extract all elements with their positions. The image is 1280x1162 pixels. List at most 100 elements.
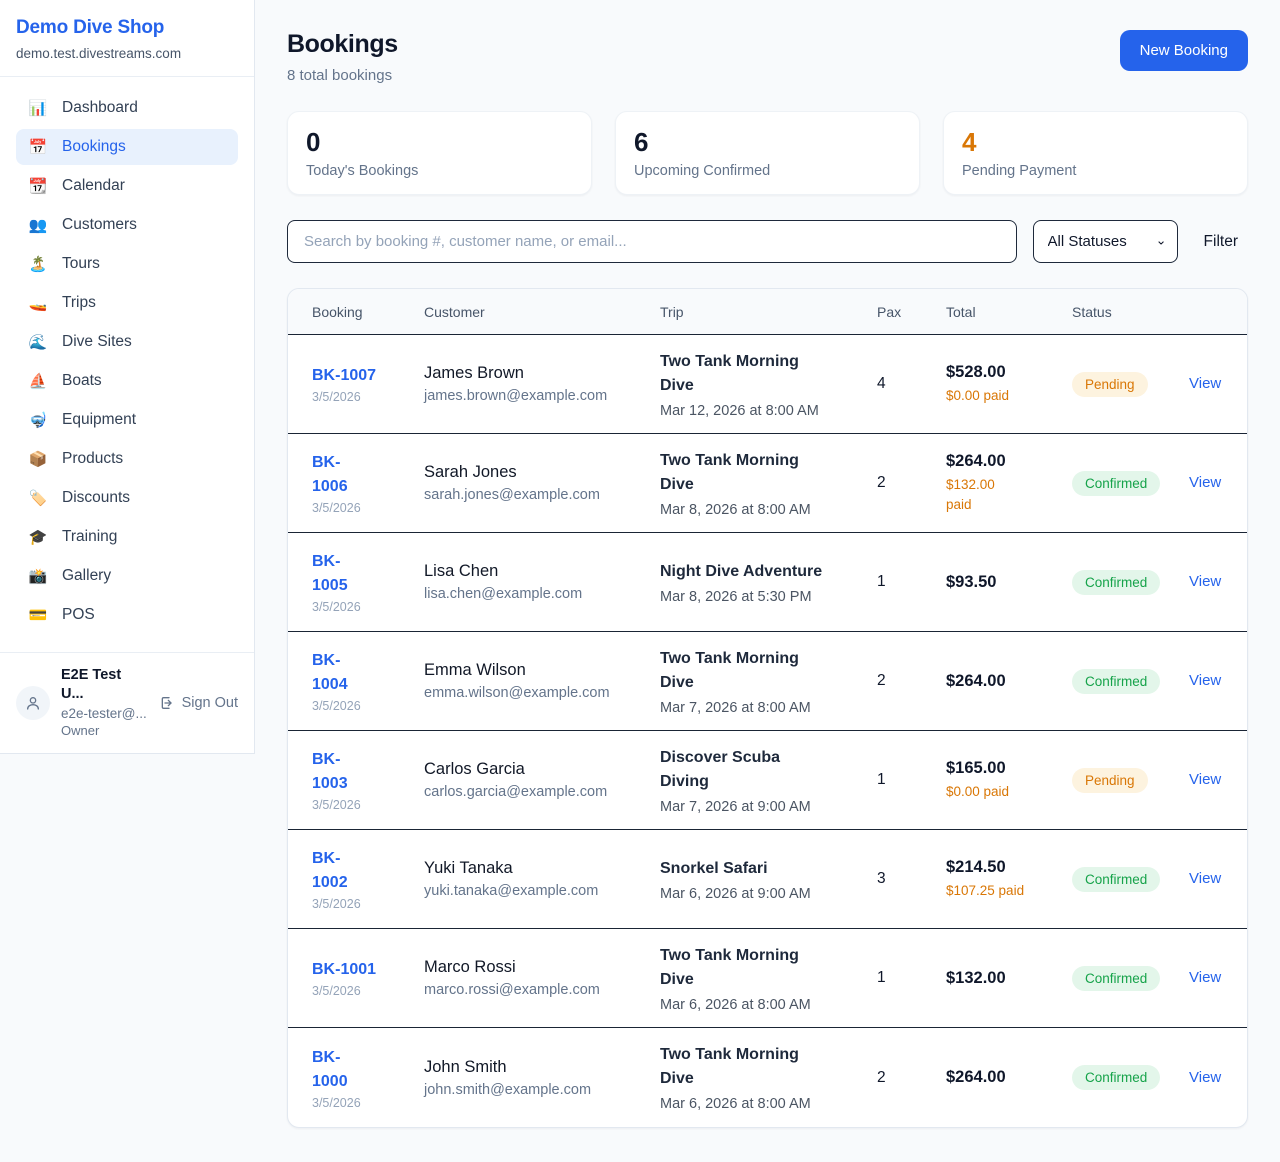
booking-cell: BK- 1006 3/5/2026 [312,451,424,515]
customer-email: marco.rossi@example.com [424,982,600,998]
status-cell: Confirmed [1072,1065,1189,1090]
view-link[interactable]: View [1189,969,1222,986]
filter-button[interactable]: Filter [1194,233,1248,251]
status-cell: Pending [1072,767,1189,793]
trip-name: Two Tank Morning Dive [660,946,799,988]
customer-name: Yuki Tanaka [424,859,513,877]
sidebar-item-bookings[interactable]: 📅 Bookings [16,129,238,165]
customer-email: emma.wilson@example.com [424,685,610,701]
booking-id-link[interactable]: BK- 1003 [312,751,348,792]
total-amount: $264.00 [946,671,1006,690]
page-header: Bookings 8 total bookings New Booking [287,30,1248,84]
table-header: Booking Customer Trip Pax Total Status [288,289,1247,335]
brand: Demo Dive Shop demo.test.divestreams.com [0,0,254,77]
total-cell: $165.00 $0.00 paid [946,759,1072,802]
sidebar-item-label: Discounts [62,489,131,506]
trip-date: Mar 8, 2026 at 8:00 AM [660,501,811,518]
stat-value: 6 [634,127,649,157]
search-input[interactable] [287,220,1017,263]
sidebar: Demo Dive Shop demo.test.divestreams.com… [0,0,255,755]
view-link[interactable]: View [1189,375,1222,392]
trip-cell: Two Tank Morning Dive Mar 12, 2026 at 8:… [660,350,877,419]
trip-date: Mar 6, 2026 at 9:00 AM [660,885,811,902]
trip-date: Mar 6, 2026 at 8:00 AM [660,996,811,1013]
sidebar-item-tours[interactable]: 🏝️ Tours [16,246,238,282]
pax-cell: 3 [877,870,886,887]
view-link[interactable]: View [1189,771,1222,788]
view-link[interactable]: View [1189,672,1222,689]
paid-amount: $0.00 paid [946,387,1010,403]
view-link[interactable]: View [1189,870,1222,887]
sidebar-item-dive-sites[interactable]: 🌊 Dive Sites [16,324,238,360]
page-heading-group: Bookings 8 total bookings [287,30,398,84]
sidebar-item-pos[interactable]: 💳 POS [16,597,238,633]
sidebar-item-training[interactable]: 🎓 Training [16,519,238,555]
user-email: e2e-tester@... [61,705,147,721]
total-cell: $264.00 [946,1068,1072,1087]
sidebar-item-trips[interactable]: 🚤 Trips [16,285,238,321]
customer-cell: Emma Wilson emma.wilson@example.com [424,661,660,701]
column-header-booking: Booking [312,303,363,320]
trip-name: Discover Scuba Diving [660,748,781,790]
sign-out-button[interactable]: Sign Out [159,695,238,711]
stat-value: 4 [962,127,977,157]
booking-id-link[interactable]: BK- 1000 [312,1048,348,1090]
sidebar-item-products[interactable]: 📦 Products [16,441,238,477]
sidebar-item-label: Gallery [62,567,112,584]
new-booking-button[interactable]: New Booking [1119,30,1248,71]
speedboat-icon: 🚤 [28,294,48,312]
status-badge: Confirmed [1072,866,1161,892]
actions-cell: View [1189,1069,1223,1087]
sidebar-item-equipment[interactable]: 🤿 Equipment [16,402,238,438]
customer-email: yuki.tanaka@example.com [424,883,599,899]
stat-card-todays-bookings: 0 Today's Bookings [287,111,592,195]
sidebar-item-customers[interactable]: 👥 Customers [16,207,238,243]
booking-cell: BK- 1003 3/5/2026 [312,748,424,812]
booking-id-link[interactable]: BK- 1006 [312,454,348,495]
trip-date: Mar 7, 2026 at 9:00 AM [660,798,811,815]
sidebar-item-gallery[interactable]: 📸 Gallery [16,558,238,594]
sidebar-item-label: Tours [62,255,100,272]
status-select[interactable]: All Statuses [1032,220,1178,263]
trip-date: Mar 8, 2026 at 5:30 PM [660,588,812,605]
total-amount: $264.00 [946,1068,1006,1086]
trip-date: Mar 12, 2026 at 8:00 AM [660,402,819,419]
graduation-cap-icon: 🎓 [28,528,48,546]
total-amount: $165.00 [946,758,1006,777]
booking-id-link[interactable]: BK- 1005 [312,553,348,594]
sidebar-item-dashboard[interactable]: 📊 Dashboard [16,90,238,126]
table-row: BK- 1005 3/5/2026 Lisa Chen lisa.chen@ex… [288,533,1247,632]
booking-id-link[interactable]: BK- 1004 [312,652,348,693]
booking-date: 3/5/2026 [312,699,361,713]
booking-cell: BK- 1005 3/5/2026 [312,550,424,614]
stat-card-upcoming-confirmed: 6 Upcoming Confirmed [615,111,920,195]
view-link[interactable]: View [1189,1068,1222,1086]
view-link[interactable]: View [1189,573,1222,590]
trip-cell: Two Tank Morning Dive Mar 7, 2026 at 8:0… [660,647,877,716]
island-icon: 🏝️ [28,255,48,273]
pax-cell: 1 [877,969,886,986]
booking-cell: BK- 1002 3/5/2026 [312,847,424,911]
sidebar-item-label: Boats [62,372,102,389]
total-cell: $214.50 $107.25 paid [946,858,1072,901]
booking-id-link[interactable]: BK- 1002 [312,850,348,891]
sidebar-item-calendar[interactable]: 📆 Calendar [16,168,238,204]
view-link[interactable]: View [1189,474,1222,491]
trip-cell: Two Tank Morning Dive Mar 8, 2026 at 8:0… [660,449,877,518]
status-cell: Confirmed [1072,668,1189,694]
trip-cell: Two Tank Morning Dive Mar 6, 2026 at 8:0… [660,1043,877,1112]
sailboat-icon: ⛵ [28,372,48,390]
booking-id-link[interactable]: BK-1007 [312,367,377,384]
booking-date: 3/5/2026 [312,798,361,812]
booking-cell: BK- 1000 3/5/2026 [312,1046,424,1110]
column-header-total: Total [946,303,976,320]
sidebar-item-boats[interactable]: ⛵ Boats [16,363,238,399]
status-cell: Confirmed [1072,965,1189,991]
booking-date: 3/5/2026 [312,1095,361,1110]
customer-name: James Brown [424,364,524,382]
sidebar-nav: 📊 Dashboard 📅 Bookings 📆 Calendar 👥 Cust… [0,77,254,646]
sidebar-item-discounts[interactable]: 🏷️ Discounts [16,480,238,516]
customer-cell: John Smith john.smith@example.com [424,1058,660,1098]
sidebar-item-label: Customers [62,216,137,233]
booking-id-link[interactable]: BK-1001 [312,961,377,978]
